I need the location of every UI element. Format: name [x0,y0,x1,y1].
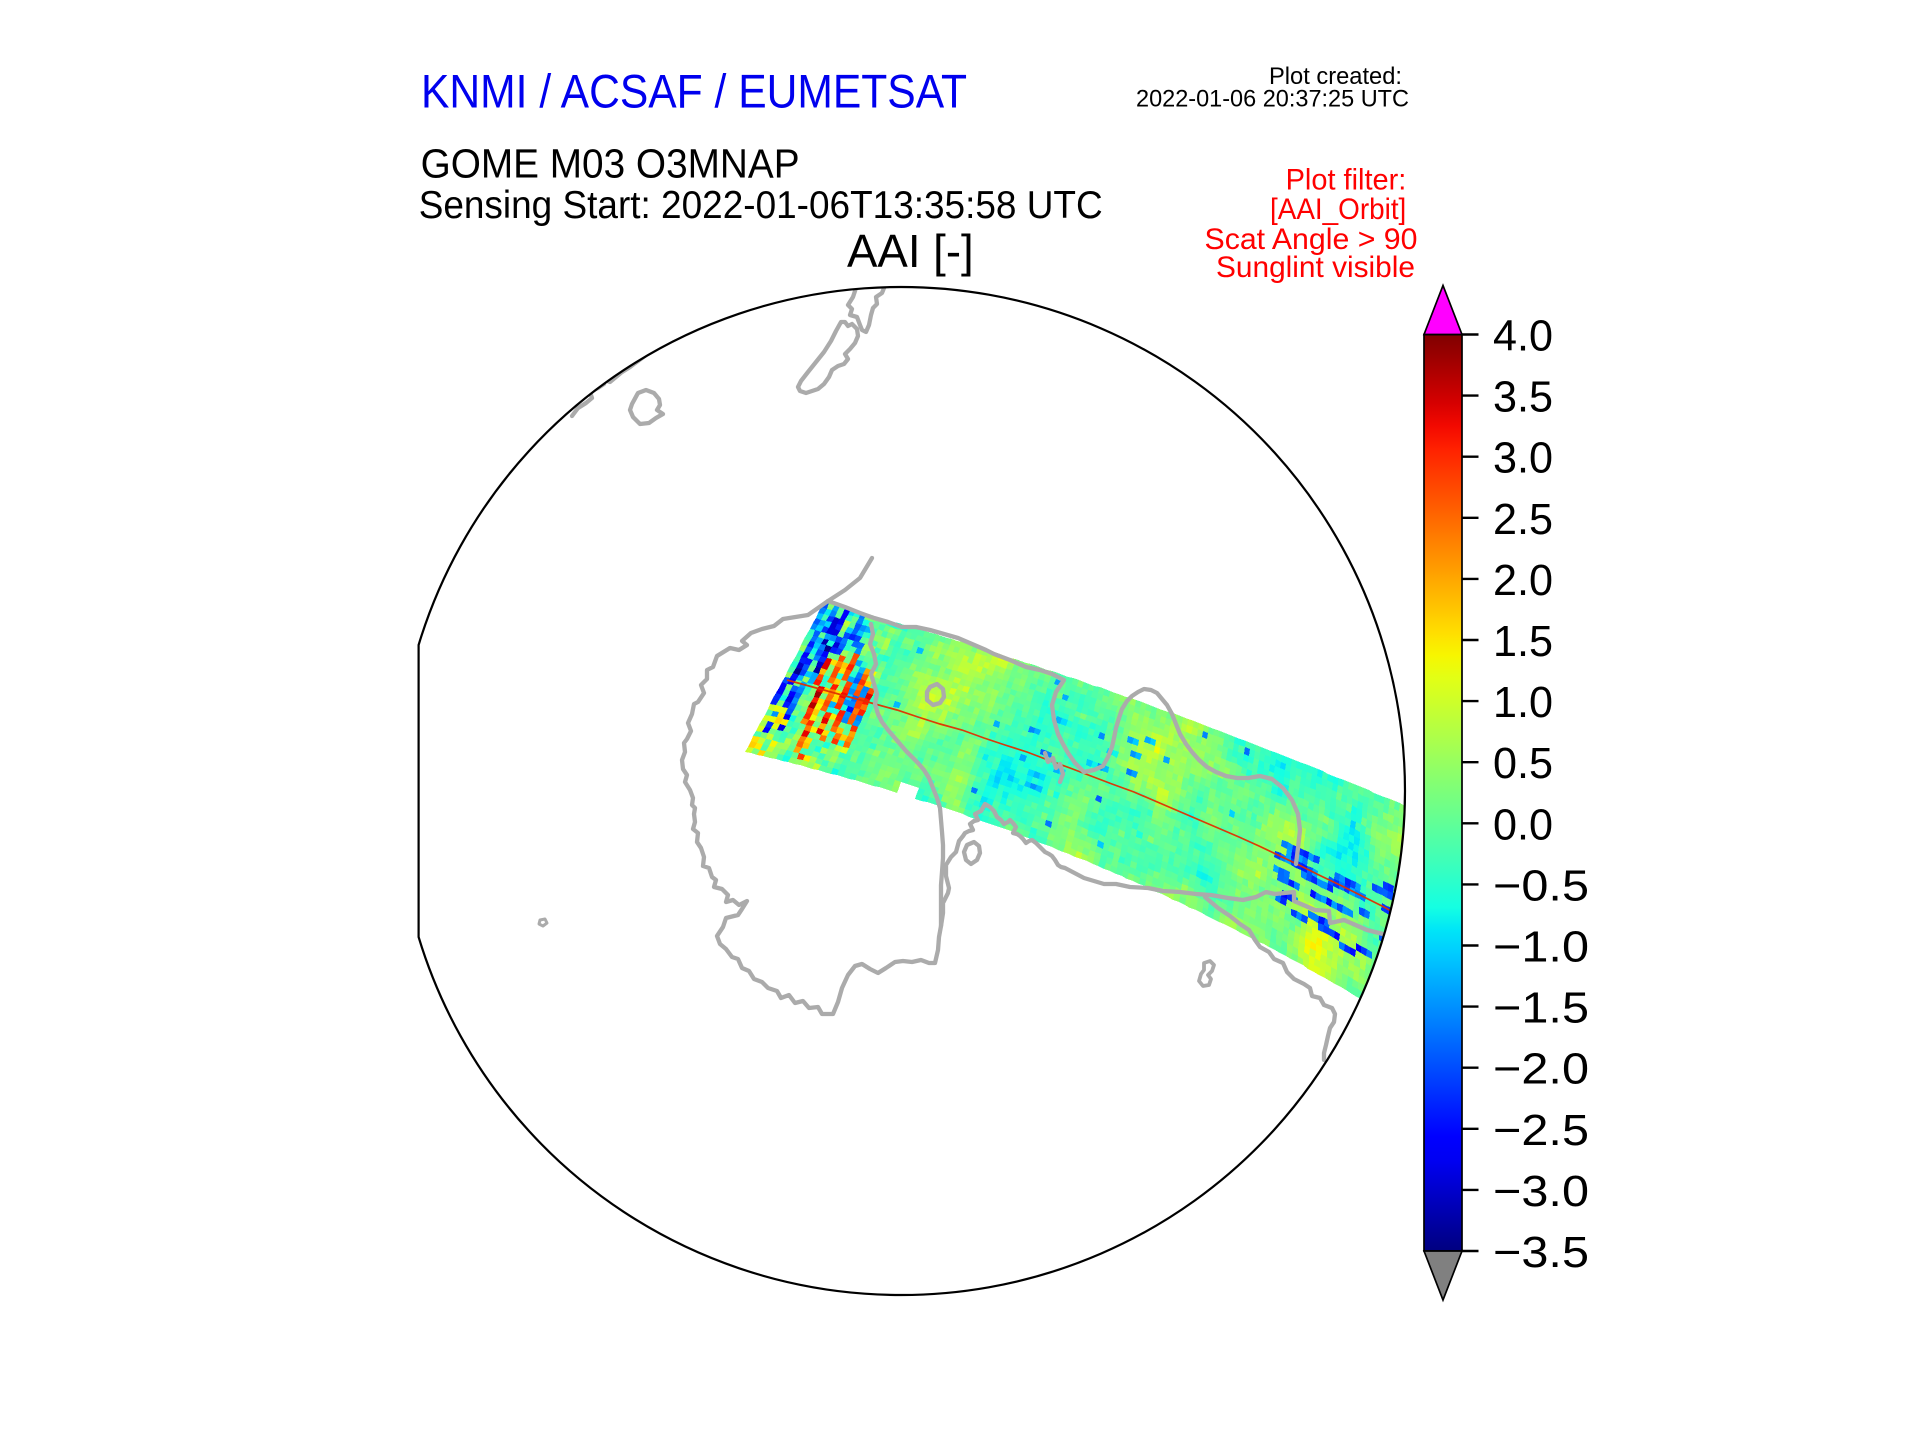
svg-text:−2.5: −2.5 [1493,1106,1589,1155]
svg-text:2.0: 2.0 [1493,556,1553,605]
svg-text:−0.5: −0.5 [1493,861,1589,910]
svg-text:−2.0: −2.0 [1493,1045,1589,1094]
svg-text:−3.5: −3.5 [1493,1228,1589,1277]
svg-text:2.5: 2.5 [1493,495,1553,544]
svg-text:0.0: 0.0 [1493,800,1553,849]
svg-text:0.5: 0.5 [1493,739,1553,788]
svg-text:1.5: 1.5 [1493,617,1553,666]
svg-text:Sunglint visible: Sunglint visible [1216,251,1415,284]
svg-text:GOME M03 O3MNAP: GOME M03 O3MNAP [421,140,800,186]
svg-text:3.0: 3.0 [1493,434,1553,483]
svg-text:−3.0: −3.0 [1493,1167,1589,1216]
svg-text:Scat Angle > 90: Scat Angle > 90 [1205,223,1418,256]
svg-text:4.0: 4.0 [1493,312,1553,361]
svg-text:1.0: 1.0 [1493,678,1553,727]
svg-text:AAI [-]: AAI [-] [847,225,974,277]
svg-text:3.5: 3.5 [1493,373,1553,422]
svg-text:−1.5: −1.5 [1493,984,1589,1033]
svg-text:−1.0: −1.0 [1493,923,1589,972]
svg-text:Sensing Start: 2022-01-06T13:3: Sensing Start: 2022-01-06T13:35:58 UTC [419,184,1103,227]
svg-text:KNMI / ACSAF / EUMETSAT: KNMI / ACSAF / EUMETSAT [421,65,967,118]
svg-text:[AAI_Orbit]: [AAI_Orbit] [1270,193,1406,226]
svg-text:Plot filter:: Plot filter: [1286,163,1407,196]
svg-text:2022-01-06 20:37:25 UTC: 2022-01-06 20:37:25 UTC [1136,86,1409,113]
svg-text:Plot created:: Plot created: [1269,63,1402,90]
